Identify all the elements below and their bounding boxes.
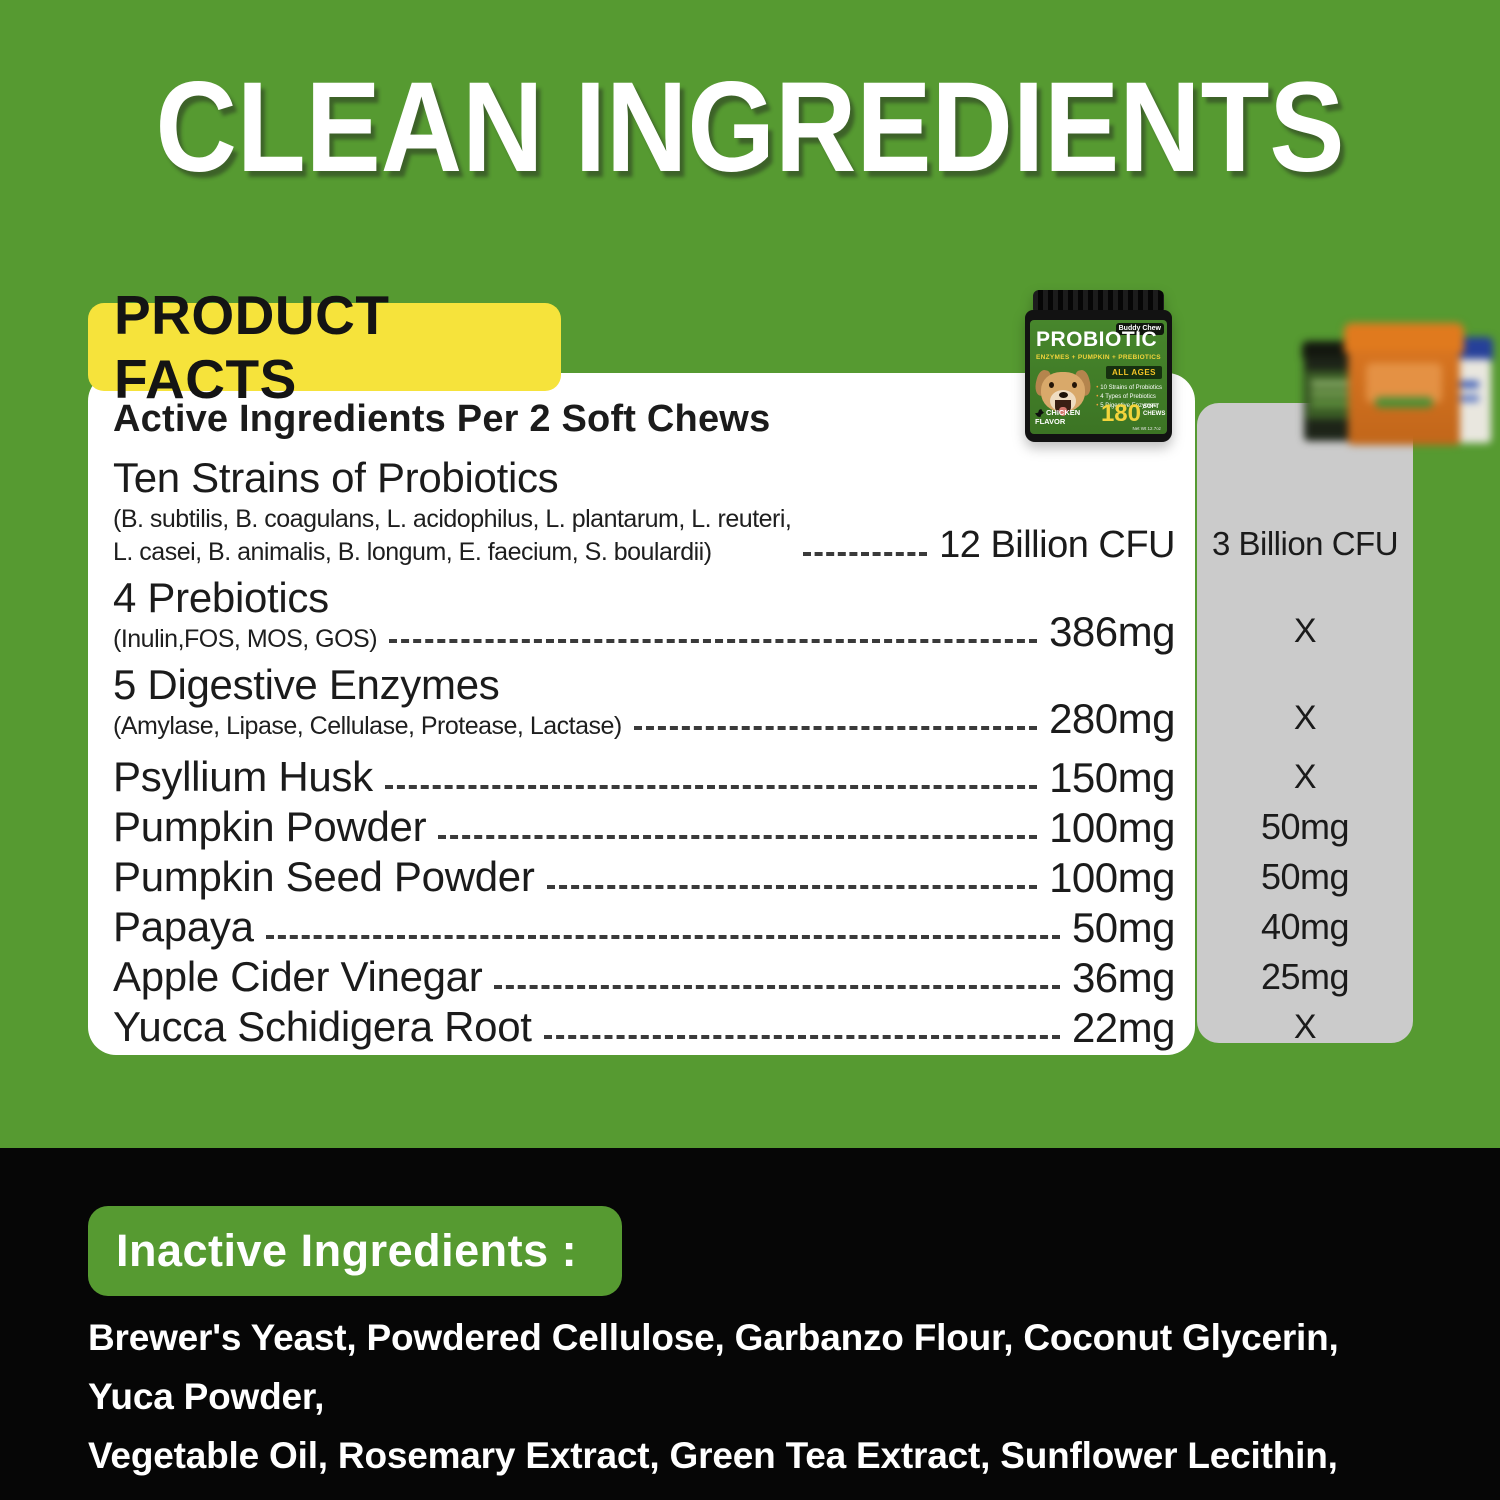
product-facts-badge: PRODUCT FACTS — [88, 284, 561, 410]
inactive-ingredients-list: Brewer's Yeast, Powdered Cellulose, Garb… — [88, 1308, 1428, 1500]
all-ages-badge: ALL AGES — [1105, 366, 1162, 379]
ingredient-amount: 36mg — [1071, 954, 1176, 1001]
inactive-line: Brewer's Yeast, Powdered Cellulose, Garb… — [88, 1317, 1339, 1417]
ingredient-name: 4 Prebiotics — [113, 574, 329, 621]
product-facts-panel: PRODUCT FACTS Buddy Chew PROBIOTIC ENZYM… — [88, 284, 1493, 1063]
ingredient-amount: 50mg — [1071, 904, 1176, 951]
dotted-leader — [384, 785, 1038, 789]
competitor-amount: X — [1293, 699, 1317, 737]
competitor-jar-label-text — [1310, 381, 1350, 386]
ingredient-name: Apple Cider Vinegar — [113, 953, 483, 1000]
dog-nose — [1059, 392, 1068, 398]
competitor-jar-lid — [1344, 323, 1464, 353]
table-row: Apple Cider Vinegar 36mg 25mg — [113, 952, 1413, 1002]
competitor-amount: 50mg — [1260, 806, 1350, 847]
ingredient-name: Pumpkin Powder — [113, 803, 427, 850]
table-row: Pumpkin Seed Powder 100mg 50mg — [113, 852, 1413, 902]
dog-tongue — [1059, 407, 1067, 416]
ingredient-name: Psyllium Husk — [113, 753, 373, 800]
dotted-leader — [265, 935, 1060, 939]
ingredient-amount: 280mg — [1049, 695, 1175, 742]
dotted-leader — [633, 726, 1038, 730]
dog-eye — [1072, 382, 1077, 388]
ingredient-name: Pumpkin Seed Powder — [113, 853, 535, 900]
dog-illustration — [1033, 368, 1093, 428]
dotted-leader — [543, 1035, 1060, 1039]
facts-card-background — [88, 373, 1195, 1055]
inactive-ingredients-heading: Inactive Ingredients : — [116, 1225, 578, 1276]
jar-product-subtitle: ENZYMES + PUMPKIN + PREBIOTICS — [1036, 354, 1161, 361]
competitor-amount: 50mg — [1260, 856, 1350, 897]
inactive-ingredients-badge: Inactive Ingredients : — [88, 1206, 622, 1296]
table-row: 4 Prebiotics (Inulin,FOS, MOS, GOS) 386m… — [113, 573, 1413, 656]
table-row: Yucca Schidigera Root 22mg X — [113, 1002, 1413, 1052]
chicken-icon — [1035, 409, 1044, 418]
table-row: Pumpkin Powder 100mg 50mg — [113, 802, 1413, 852]
ingredients-table: Active Ingredients Per 2 Soft Chews Ten … — [113, 395, 1413, 1052]
ingredient-detail: (Inulin,FOS, MOS, GOS) — [113, 625, 378, 653]
ingredient-amount: 100mg — [1049, 804, 1175, 851]
competitor-jar-label — [1365, 363, 1443, 403]
dotted-leader — [546, 885, 1038, 889]
ingredient-detail: L. casei, B. animalis, B. longum, E. fae… — [113, 538, 712, 566]
jar-bullet: 4 Types of Prebiotics — [1096, 393, 1162, 402]
jar-label: Buddy Chew PROBIOTIC ENZYMES + PUMPKIN +… — [1030, 320, 1167, 434]
jar-bullet-list: 10 Strains of Probiotics 4 Types of Preb… — [1096, 384, 1162, 411]
dog-eye — [1049, 382, 1054, 388]
product-facts-badge-label: PRODUCT FACTS — [114, 284, 390, 410]
ingredient-amount: 22mg — [1071, 1004, 1176, 1051]
chew-count-unit: SOFT CHEWS — [1143, 404, 1166, 417]
dotted-leader — [438, 835, 1038, 839]
inactive-line: Vegetable Oil, Rosemary Extract, Green T… — [88, 1435, 1338, 1500]
ingredient-name: Ten Strains of Probiotics — [113, 454, 559, 501]
competitor-amount: X — [1293, 758, 1317, 796]
ingredient-detail: (Amylase, Lipase, Cellulase, Protease, L… — [113, 712, 622, 740]
flavor-line: FLAVOR — [1035, 416, 1066, 426]
competitor-amount: 3 Billion CFU — [1211, 525, 1399, 562]
competitor-amount: 40mg — [1260, 906, 1350, 947]
table-row: Psyllium Husk 150mg X — [113, 752, 1413, 802]
competitor-jar-label-chip — [1375, 397, 1433, 408]
competitor-amount: X — [1293, 1008, 1317, 1046]
jar-bullet: 5 Digestive Enzymes — [1096, 402, 1162, 411]
ingredient-name: 5 Digestive Enzymes — [113, 661, 500, 708]
competitor-column-background — [1197, 403, 1413, 1043]
table-row: 5 Digestive Enzymes (Amylase, Lipase, Ce… — [113, 660, 1413, 743]
product-jar: Buddy Chew PROBIOTIC ENZYMES + PUMPKIN +… — [1025, 290, 1172, 442]
inactive-section: Inactive Ingredients : Brewer's Yeast, P… — [0, 1148, 1500, 1500]
jar-bullet: 10 Strains of Probiotics — [1096, 384, 1162, 393]
competitor-jars — [1216, 323, 1493, 445]
ingredient-amount: 386mg — [1049, 608, 1175, 655]
competitor-amount: X — [1293, 612, 1317, 650]
table-row: Ten Strains of Probiotics (B. subtilis, … — [113, 453, 1413, 569]
ingredient-amount: 150mg — [1049, 754, 1175, 801]
competitor-jar-orange — [1344, 323, 1464, 445]
ingredient-amount: 100mg — [1049, 854, 1175, 901]
ingredient-name: Papaya — [113, 903, 254, 950]
ingredient-detail: (B. subtilis, B. coagulans, L. acidophil… — [113, 505, 792, 533]
dotted-leader — [494, 985, 1060, 989]
competitor-amount: 25mg — [1260, 956, 1350, 997]
dotted-leader — [803, 552, 928, 556]
flavor-line: CHICKEN — [1046, 408, 1081, 417]
net-weight: Net Wt 12.7oz — [1132, 426, 1161, 431]
jar-body: Buddy Chew PROBIOTIC ENZYMES + PUMPKIN +… — [1025, 310, 1172, 442]
table-heading: Active Ingredients Per 2 Soft Chews — [113, 398, 771, 440]
page-title: CLEAN INGREDIENTS — [155, 56, 1345, 199]
brand-logo: Buddy Chew — [1115, 323, 1164, 335]
dotted-leader — [389, 639, 1038, 643]
ingredient-name: Yucca Schidigera Root — [113, 1003, 532, 1050]
ingredient-amount: 12 Billion CFU — [939, 524, 1175, 566]
flavor-label: CHICKEN FLAVOR — [1035, 408, 1081, 426]
jar-lid — [1033, 290, 1164, 312]
jar-product-name: PROBIOTIC — [1036, 328, 1158, 351]
chew-count: 180 — [1100, 400, 1141, 427]
table-row: Papaya 50mg 40mg — [113, 902, 1413, 952]
